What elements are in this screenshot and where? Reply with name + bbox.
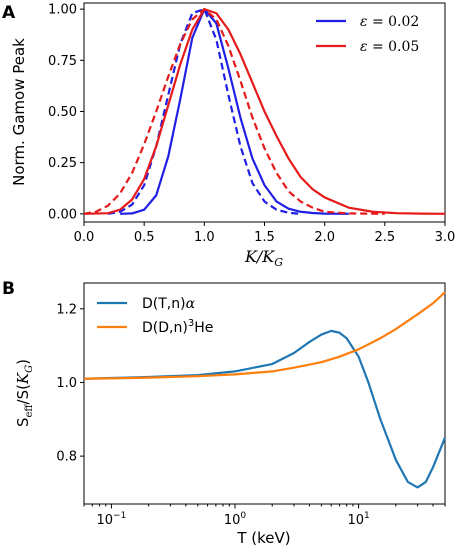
x-tick-label-a: 1.0 [194,230,215,245]
legend-a: ε = 0.02 ε = 0.05 [316,14,419,55]
legend-label-eps-005: ε = 0.05 [360,39,419,55]
y-tick-label-b: 0.8 [56,450,77,465]
y-tick-label-a: 0.50 [48,105,77,120]
series-line-b-0 [83,329,447,489]
x-tick-label-b: 101 [347,511,369,528]
series-line-a-3 [83,8,385,215]
y-axis-label-a: Norm. Gamow Peak [10,38,28,186]
x-tick-label-b: 10−1 [97,511,127,528]
x-axis-label-b: T (keV) [236,529,290,547]
y-tick-label-b: 1.0 [56,376,77,391]
chart-panel-b: Seff/S(KG) T (keV) D(T,n)α D(D,n)3He 10−… [14,282,447,547]
legend-label-dtn: D(T,n)α [142,296,196,312]
y-tick-label-b: 1.2 [56,302,77,317]
legend-label-ddn: D(D,n)3He [142,318,213,336]
series-line-a-2 [83,8,446,215]
y-tick-label-a: 0.25 [48,156,77,171]
legend-b: D(T,n)α D(D,n)3He [97,296,213,336]
panel-label-b: B [2,279,15,299]
panel-label-a: A [2,3,16,23]
x-tick-label-a: 3.0 [435,230,456,245]
x-tick-label-a: 2.5 [374,230,395,245]
y-tick-label-a: 0.00 [48,207,77,222]
y-tick-label-a: 1.00 [48,3,77,18]
series-line-b-1 [83,291,446,380]
x-tick-label-a: 1.5 [254,230,275,245]
x-tick-label-a: 2.0 [314,230,335,245]
chart-panel-a: Norm. Gamow Peak K/KG ε = 0.02 ε = 0.05 … [10,2,456,269]
y-tick-label-a: 0.75 [48,54,77,69]
x-tick-label-a: 0.0 [74,230,95,245]
x-axis-label-a: K/KG [244,247,283,269]
y-axis-label-b: Seff/S(KG) [14,359,35,427]
series-line-a-1 [107,8,301,215]
legend-label-eps-002: ε = 0.02 [360,14,419,30]
series-line-a-0 [120,8,349,215]
plot-frame-b [83,282,446,505]
x-tick-label-b: 100 [224,511,247,528]
x-tick-label-a: 0.5 [134,230,155,245]
